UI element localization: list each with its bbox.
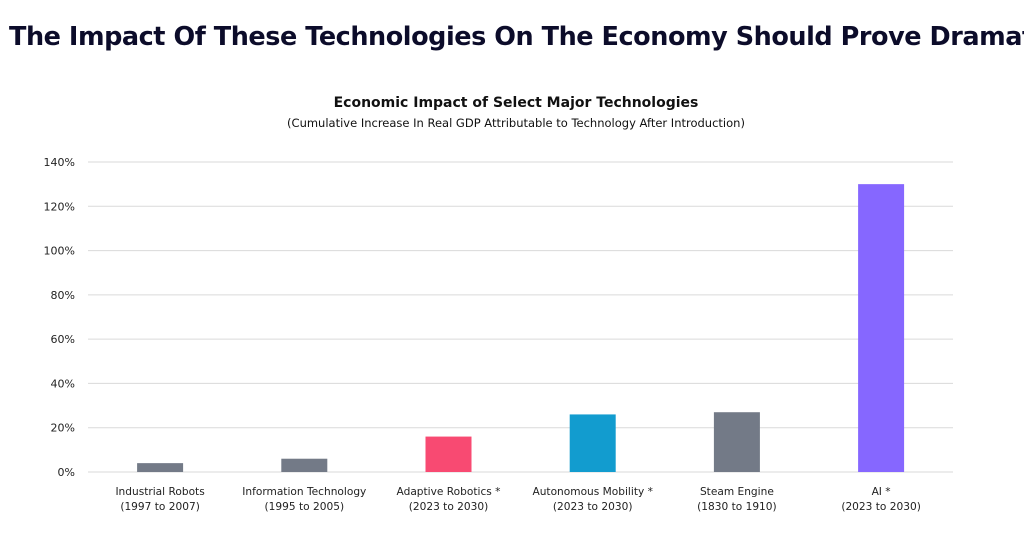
bars [137,184,905,472]
chart-subtitle: (Cumulative Increase In Real GDP Attribu… [287,116,745,130]
bar [281,458,328,472]
y-tick-label: 0% [58,466,75,479]
y-tick-label: 40% [51,377,75,390]
chart-title: Economic Impact of Select Major Technolo… [334,95,699,111]
x-tick-sublabel: (1830 to 1910) [697,501,777,513]
y-tick-label: 80% [51,289,75,302]
x-tick-sublabel: (2023 to 2030) [553,501,633,513]
y-axis-ticks: 0% 20% 40% 60% 80% 100% 120% 140% [44,156,75,479]
bar [569,414,616,472]
x-tick-label: AI * [872,486,891,498]
x-tick-sublabel: (1997 to 2007) [120,501,200,513]
gridlines [88,161,953,473]
y-tick-label: 140% [44,156,75,169]
y-tick-label: 20% [51,422,75,435]
x-tick-sublabel: (2023 to 2030) [841,501,921,513]
y-tick-label: 100% [44,245,75,258]
x-tick-label: Information Technology [242,486,366,498]
x-tick-label: Adaptive Robotics * [397,486,501,498]
x-tick-sublabel: (1995 to 2005) [265,501,345,513]
x-tick-label: Steam Engine [700,486,774,498]
y-tick-label: 120% [44,200,75,213]
bar [713,412,760,472]
x-tick-sublabel: (2023 to 2030) [409,501,489,513]
y-tick-label: 60% [51,333,75,346]
x-axis-labels: Industrial Robots (1997 to 2007) Informati… [115,486,920,513]
x-tick-label: Autonomous Mobility * [532,486,652,498]
bar [858,184,905,472]
x-tick-label: Industrial Robots [115,486,204,498]
bar [425,436,472,472]
headline: The Impact Of These Technologies On The … [9,22,1024,52]
bar [137,463,184,472]
